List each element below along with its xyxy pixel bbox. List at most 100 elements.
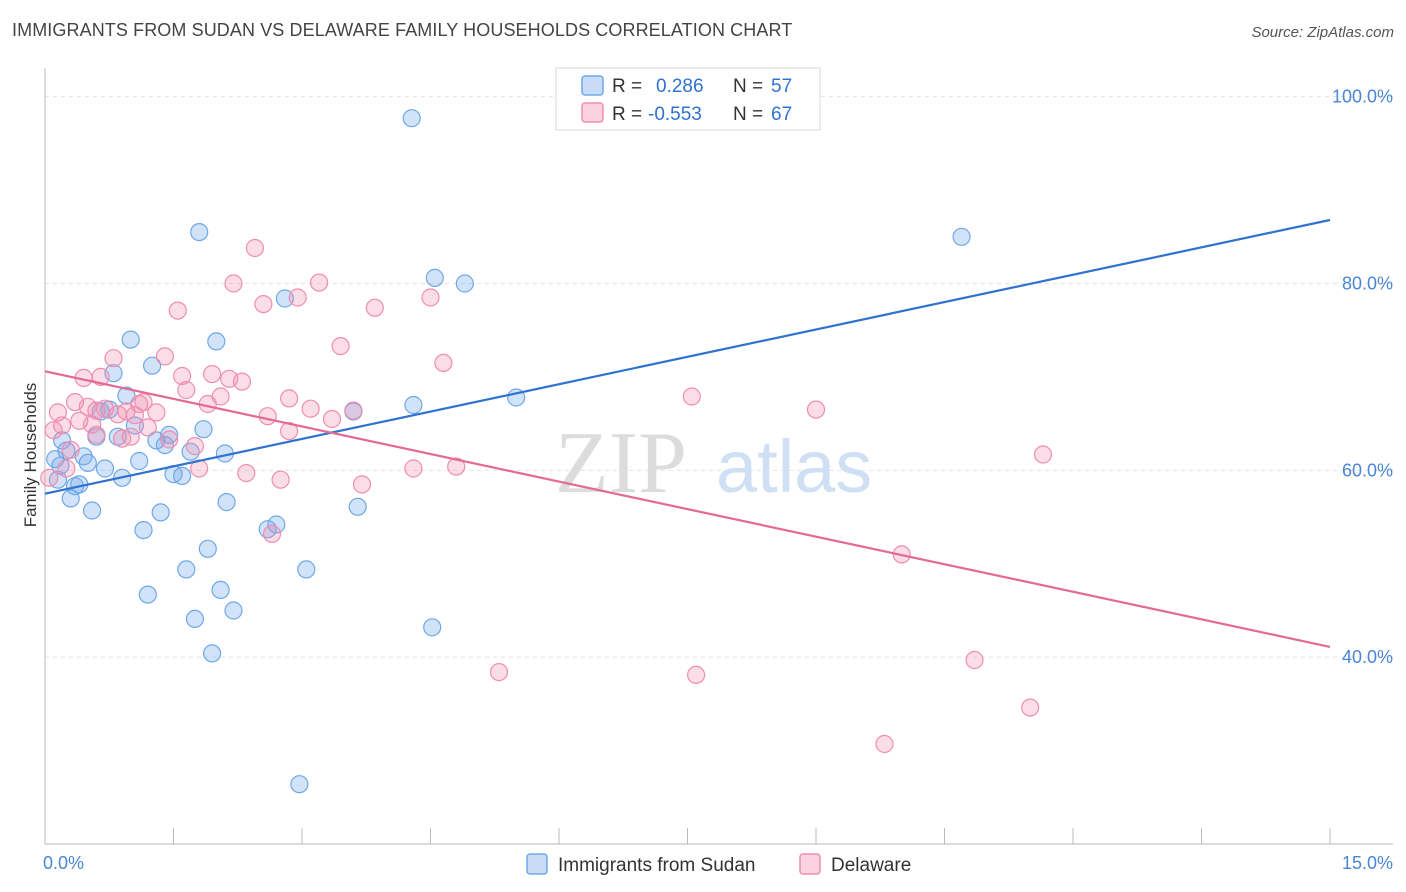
y-axis-title: Family Households (21, 383, 40, 528)
point-delaware-60 (875, 734, 894, 754)
legend-label-sudan: Immigrants from Sudan (558, 855, 755, 876)
legend-label-delaware: Delaware (831, 855, 911, 876)
point-delaware-18 (121, 427, 140, 446)
point-sudan-7 (82, 501, 102, 520)
point-delaware-56 (489, 662, 509, 682)
point-delaware-33 (211, 387, 230, 406)
stats-n-value-sudan: 57 (771, 76, 792, 97)
point-delaware-23 (147, 403, 166, 422)
point-sudan-43 (297, 560, 316, 579)
watermark-zip: ZIP (555, 415, 687, 512)
point-delaware-41 (262, 524, 282, 544)
source-credit: Source: ZipAtlas.com (1251, 24, 1394, 41)
point-delaware-32 (203, 365, 222, 384)
point-sudan-30 (190, 223, 209, 242)
point-sudan-31 (194, 420, 213, 439)
point-delaware-52 (404, 459, 423, 478)
point-delaware-35 (224, 274, 243, 293)
point-sudan-19 (138, 585, 157, 604)
point-sudan-29 (185, 609, 204, 629)
point-sudan-42 (290, 775, 309, 794)
point-sudan-41 (275, 289, 294, 308)
point-sudan-49 (425, 268, 444, 287)
point-delaware-50 (352, 475, 372, 494)
x-tick-label-1: 15.0% (1342, 853, 1393, 873)
stats-swatch-sudan (581, 75, 604, 96)
point-delaware-59 (806, 400, 826, 419)
point-delaware-4 (57, 459, 76, 478)
point-delaware-62 (965, 650, 984, 670)
point-delaware-45 (301, 399, 320, 418)
trend-line-sudan (44, 218, 1331, 495)
point-sudan-38 (224, 601, 243, 620)
point-delaware-40 (258, 407, 277, 426)
stats-legend: R = 0.286 N = 57 R = -0.553 N = 67 (555, 67, 821, 131)
point-delaware-38 (245, 238, 264, 258)
point-sudan-17 (130, 451, 149, 471)
point-sudan-32 (198, 539, 217, 558)
stats-n-label-sudan: N = (733, 76, 763, 97)
point-delaware-36 (232, 372, 252, 391)
point-delaware-28 (177, 380, 196, 400)
trend-line-delaware (44, 370, 1331, 648)
point-delaware-25 (160, 430, 179, 449)
point-delaware-65 (87, 425, 106, 444)
point-delaware-46 (310, 273, 329, 292)
point-sudan-45 (348, 497, 367, 516)
point-delaware-14 (104, 349, 123, 368)
point-delaware-37 (237, 464, 256, 483)
point-sudan-20 (143, 356, 162, 375)
watermark-atlas: atlas (716, 425, 872, 508)
point-delaware-3 (52, 416, 72, 435)
y-tick-label-3: 100.0% (1332, 87, 1393, 107)
stats-n-value-delaware: 67 (771, 104, 792, 125)
point-sudan-34 (207, 332, 226, 351)
point-sudan-52 (952, 227, 971, 246)
stats-r-value-delaware: -0.553 (648, 104, 702, 125)
point-delaware-22 (138, 418, 157, 437)
y-tick-label-0: 40.0% (1342, 647, 1393, 667)
stats-r-value-sudan: 0.286 (656, 76, 704, 97)
tick-labels: 40.0% 60.0% 80.0% 100.0% 0.0% 15.0% (43, 87, 1393, 873)
point-sudan-50 (455, 274, 474, 293)
y-tick-label-1: 60.0% (1342, 460, 1393, 480)
point-delaware-49 (344, 401, 363, 420)
data-points (40, 109, 1053, 794)
point-delaware-48 (331, 337, 350, 356)
point-delaware-5 (61, 440, 80, 459)
point-sudan-46 (402, 109, 421, 128)
chart-title: IMMIGRANTS FROM SUDAN VS DELAWARE FAMILY… (12, 20, 793, 40)
point-delaware-58 (686, 665, 706, 685)
point-sudan-48 (423, 618, 442, 637)
legend-swatch-sudan (526, 853, 548, 875)
point-delaware-54 (434, 353, 453, 372)
point-delaware-43 (280, 389, 299, 408)
point-sudan-47 (404, 395, 423, 415)
stats-r-label-delaware: R = (612, 104, 642, 125)
point-delaware-42 (271, 470, 290, 489)
point-delaware-19 (125, 406, 144, 425)
series-legend: Immigrants from Sudan Delaware (526, 853, 911, 876)
point-delaware-57 (682, 387, 701, 406)
point-sudan-37 (217, 493, 236, 512)
point-sudan-24 (160, 425, 179, 444)
point-sudan-26 (173, 466, 192, 485)
point-delaware-51 (365, 298, 384, 317)
x-tick-label-0: 0.0% (43, 853, 84, 873)
point-sudan-27 (177, 560, 196, 579)
point-sudan-35 (211, 580, 230, 600)
axes (44, 68, 1393, 845)
point-sudan-40 (267, 515, 286, 534)
point-delaware-1 (44, 421, 63, 440)
point-delaware-53 (421, 288, 440, 307)
point-sudan-10 (95, 459, 115, 478)
point-delaware-47 (322, 409, 342, 429)
point-delaware-24 (155, 347, 174, 366)
point-delaware-26 (168, 301, 187, 320)
point-delaware-10 (82, 415, 102, 434)
point-delaware-0 (40, 468, 59, 487)
point-delaware-21 (134, 393, 153, 412)
point-delaware-63 (1021, 698, 1040, 717)
point-delaware-64 (1033, 445, 1053, 464)
legend-swatch-delaware (799, 853, 821, 875)
